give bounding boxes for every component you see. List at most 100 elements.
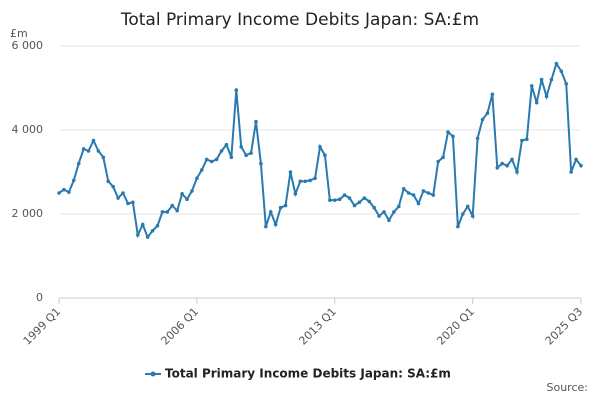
point — [214, 157, 219, 162]
point — [268, 210, 273, 214]
point — [475, 136, 480, 141]
point — [569, 170, 573, 174]
point — [480, 117, 485, 122]
point — [347, 196, 352, 200]
line — [58, 61, 582, 240]
point — [421, 189, 426, 193]
chart-title: Total Primary Income Debits Japan: SA:£m — [120, 10, 479, 30]
point — [549, 77, 554, 82]
point — [160, 210, 165, 214]
point — [121, 191, 125, 195]
point — [485, 111, 490, 115]
point — [175, 208, 179, 213]
point — [574, 157, 578, 162]
point — [559, 69, 564, 73]
point — [209, 159, 214, 164]
point — [190, 189, 194, 193]
point — [244, 153, 248, 157]
point — [451, 134, 455, 139]
point — [293, 192, 298, 196]
point — [106, 179, 111, 184]
y-unit: £m — [10, 27, 28, 40]
point — [67, 190, 71, 194]
point — [510, 157, 514, 162]
point — [259, 161, 263, 166]
point — [145, 235, 150, 239]
point — [180, 192, 184, 196]
point — [249, 151, 253, 155]
point — [436, 159, 440, 164]
point — [170, 203, 175, 208]
legend-label: Total Primary Income Debits Japan: SA:£m — [165, 367, 451, 381]
point — [490, 92, 495, 97]
point — [392, 210, 396, 214]
point — [224, 142, 229, 147]
point — [534, 100, 539, 105]
point — [219, 149, 224, 153]
point — [382, 210, 386, 214]
point — [204, 157, 209, 162]
point — [332, 198, 337, 202]
legend-marker — [150, 371, 156, 377]
point — [264, 224, 268, 229]
x-tick-label: 2013 Q1 — [296, 305, 339, 348]
point — [278, 205, 283, 210]
point — [406, 191, 411, 195]
point — [283, 203, 288, 208]
point — [564, 82, 569, 86]
point — [298, 179, 303, 184]
point — [62, 187, 66, 192]
point — [505, 163, 509, 168]
point — [155, 223, 160, 228]
point — [554, 61, 559, 66]
point — [416, 201, 421, 206]
point — [525, 137, 529, 142]
point — [234, 88, 239, 92]
point — [328, 198, 332, 202]
point — [273, 222, 278, 227]
point — [126, 201, 130, 206]
point — [116, 196, 120, 200]
point — [76, 161, 81, 166]
point — [461, 212, 465, 216]
point — [362, 196, 367, 200]
point — [150, 229, 155, 233]
point — [495, 166, 500, 170]
x-tick-label: 2006 Q1 — [159, 305, 202, 348]
point — [520, 138, 524, 143]
point — [131, 200, 135, 205]
source: Source: — [547, 381, 589, 394]
y-tick-label: 6 000 — [12, 39, 44, 52]
point — [529, 84, 534, 88]
point — [470, 214, 475, 218]
point — [446, 130, 450, 134]
x-tick-label: 1999 Q1 — [21, 305, 64, 348]
point — [544, 94, 549, 99]
point — [337, 197, 342, 202]
point — [101, 155, 106, 160]
point — [303, 179, 308, 184]
point — [342, 193, 347, 197]
y-tick-label: 4 000 — [12, 123, 44, 136]
point — [195, 176, 199, 181]
point — [288, 170, 293, 174]
point — [426, 191, 431, 195]
point — [401, 187, 406, 191]
point — [71, 178, 76, 183]
point — [57, 191, 61, 195]
point — [367, 199, 372, 204]
point — [239, 145, 244, 149]
point — [352, 203, 357, 208]
point — [86, 149, 91, 153]
x-tick-label: 2020 Q1 — [434, 305, 477, 348]
point — [96, 149, 101, 153]
point — [372, 205, 376, 210]
point — [318, 145, 322, 149]
y-tick-label: 0 — [36, 291, 43, 304]
x-tick-label: 2025 Q3 — [543, 305, 586, 348]
point — [396, 204, 401, 209]
point — [111, 184, 115, 189]
point — [377, 214, 381, 218]
point — [579, 163, 583, 168]
